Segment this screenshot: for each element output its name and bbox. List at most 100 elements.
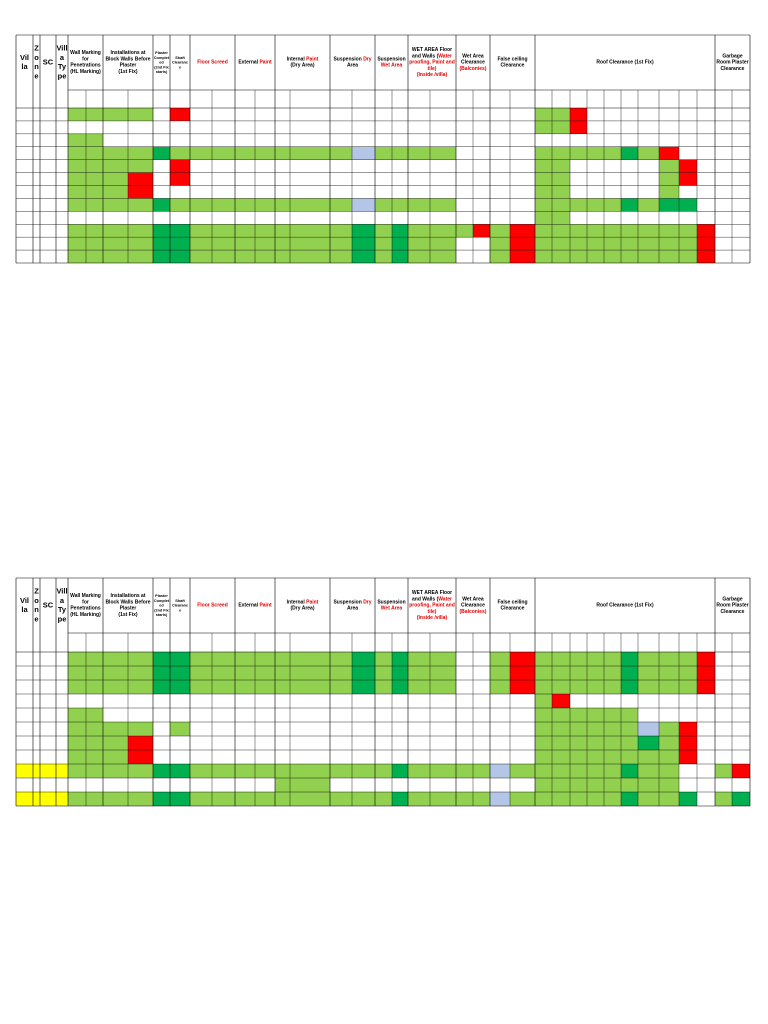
- status-cell: [170, 722, 190, 736]
- status-cell: [535, 146, 552, 160]
- status-cell: [638, 680, 659, 694]
- status-cell: [587, 722, 604, 736]
- status-cell: [535, 764, 552, 778]
- status-cell: [587, 250, 604, 263]
- status-cell: [570, 652, 587, 666]
- status-cell: [679, 750, 697, 764]
- status-cell: [170, 224, 190, 238]
- status-cell: [697, 680, 715, 694]
- status-cell: [392, 764, 408, 778]
- status-cell: [170, 250, 190, 263]
- status-cell: [235, 764, 255, 778]
- header-segment: Wet Area: [381, 63, 403, 69]
- header-segment: e: [34, 72, 38, 81]
- header-segment: Garbage: [722, 54, 743, 60]
- status-cell: [490, 792, 510, 806]
- status-cell: [535, 172, 552, 186]
- status-cell: [604, 750, 621, 764]
- status-cell: [86, 224, 103, 238]
- header-text: Clearance: [501, 606, 525, 612]
- header-segment: Paint: [259, 603, 272, 609]
- status-cell: [679, 680, 697, 694]
- header-text: for: [82, 600, 89, 606]
- status-cell: [587, 198, 604, 212]
- status-cell: [510, 224, 535, 238]
- status-cell: [535, 722, 552, 736]
- header-segment: False ceiling: [497, 57, 527, 63]
- header-segment: False ceiling: [497, 600, 527, 606]
- status-cell: [103, 198, 128, 212]
- status-cell: [570, 108, 587, 121]
- header-segment: Plaster: [155, 594, 168, 598]
- header-text: External Paint: [238, 60, 272, 66]
- header-segment: (Dry Area): [291, 63, 315, 69]
- status-cell: [128, 108, 153, 121]
- header-text: (HL Marking): [70, 612, 101, 618]
- status-cell: [430, 764, 456, 778]
- status-cell: [255, 680, 275, 694]
- status-cell: [153, 764, 170, 778]
- header-segment: Area: [347, 606, 358, 612]
- header-segment: External: [238, 603, 259, 609]
- status-cell: [621, 224, 638, 238]
- status-cell: [290, 652, 330, 666]
- status-cell: [570, 198, 587, 212]
- header-text: Clearance: [721, 609, 745, 615]
- status-cell: [103, 722, 128, 736]
- status-cell: [128, 736, 153, 750]
- header-text: WET AREA Floor: [412, 47, 452, 53]
- status-cell: [290, 237, 330, 251]
- status-cell: [659, 764, 679, 778]
- status-cell: [621, 764, 638, 778]
- status-cell: [587, 680, 604, 694]
- status-cell: [552, 708, 570, 722]
- header-text: for: [82, 57, 89, 63]
- header-segment: Paint: [306, 600, 319, 606]
- status-cell: [352, 666, 375, 680]
- status-cell: [212, 146, 235, 160]
- header-text: Ty: [58, 605, 67, 614]
- status-cell: [128, 185, 153, 199]
- header-segment: (Inside /villa): [417, 615, 448, 621]
- status-cell: [570, 250, 587, 263]
- status-cell: [68, 237, 86, 251]
- header-text: (Inside /villa): [417, 615, 448, 621]
- status-cell: [535, 159, 552, 173]
- header-segment: Paint: [259, 60, 272, 66]
- header-text: pe: [58, 72, 67, 81]
- header-segment: proofing, Paint and: [409, 60, 455, 66]
- status-cell: [621, 792, 638, 806]
- status-cell: [33, 764, 40, 778]
- status-cell: [375, 146, 392, 160]
- status-cell: [68, 146, 86, 160]
- header-segment: pe: [58, 72, 67, 81]
- status-cell: [430, 198, 456, 212]
- status-cell: [490, 666, 510, 680]
- status-cell: [86, 159, 103, 173]
- status-cell: [732, 792, 750, 806]
- header-segment: Wall Marking: [70, 593, 101, 599]
- status-cell: [604, 680, 621, 694]
- status-cell: [352, 224, 375, 238]
- status-cell: [190, 680, 212, 694]
- status-cell: [330, 146, 352, 160]
- status-cell: [352, 792, 375, 806]
- header-text: (Inside /villa): [417, 72, 448, 78]
- status-cell: [535, 211, 552, 225]
- status-cell: [552, 120, 570, 134]
- status-cell: [128, 722, 153, 736]
- status-cell: [190, 224, 212, 238]
- header-segment: Plaster: [120, 63, 137, 69]
- status-cell: [235, 666, 255, 680]
- status-cell: [552, 211, 570, 225]
- status-cell: [570, 237, 587, 251]
- status-cell: [103, 159, 128, 173]
- header-segment: Suspension: [377, 600, 405, 606]
- status-cell: [587, 778, 604, 792]
- header-text: Wall Marking: [70, 593, 101, 599]
- status-cell: [352, 764, 375, 778]
- header-text: (2nd Fix: [154, 608, 169, 612]
- status-cell: [103, 736, 128, 750]
- header-segment: e: [179, 65, 181, 69]
- header-text: Area: [347, 606, 358, 612]
